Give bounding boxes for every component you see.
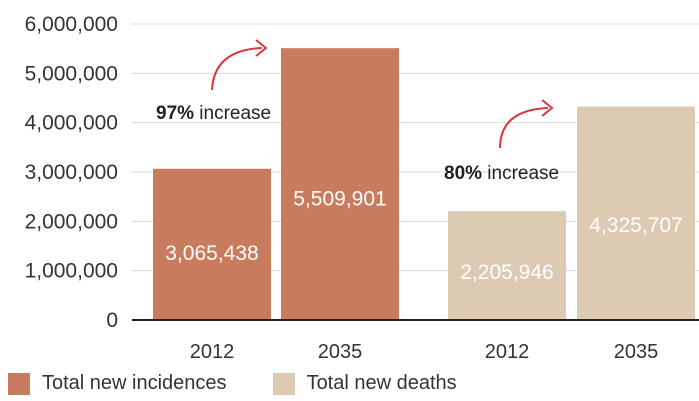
legend-swatch-deaths <box>272 372 295 395</box>
x-tick-label: 2012 <box>190 341 235 363</box>
bar-deaths-2012 <box>448 211 566 320</box>
annotation-deaths-percent: 80% <box>444 163 482 184</box>
x-tick-label: 2035 <box>614 341 659 363</box>
x-tick-label: 2035 <box>318 341 363 363</box>
annotation-incidences-percent: 97% <box>156 103 194 124</box>
legend-item-deaths: Total new deaths <box>272 372 457 395</box>
y-tick-label: 6,000,000 <box>25 13 118 36</box>
arrowhead-deaths <box>541 99 554 117</box>
annotation-incidences: 97% increase <box>156 103 271 124</box>
bar-incidences-2035 <box>281 48 399 320</box>
y-tick-label: 4,000,000 <box>25 112 118 135</box>
legend-label-incidences: Total new incidences <box>42 372 227 394</box>
y-tick-label: 5,000,000 <box>25 62 118 85</box>
bar-value-label: 3,065,438 <box>165 242 258 265</box>
legend-swatch-incidences <box>8 372 30 395</box>
bar-value-label: 2,205,946 <box>460 261 553 284</box>
legend-item-incidences: Total new incidences <box>8 372 227 395</box>
arrowhead-incidences <box>255 39 268 57</box>
bar-value-label: 5,509,901 <box>293 188 386 211</box>
x-tick-label: 2012 <box>485 341 530 363</box>
annotation-deaths-text: increase <box>482 163 559 184</box>
increase-arrow-incidences <box>211 47 263 91</box>
y-tick-label: 2,000,000 <box>25 210 118 233</box>
annotation-deaths: 80% increase <box>444 163 559 184</box>
increase-arrow-deaths <box>499 107 549 149</box>
bar-incidences-2012 <box>153 168 271 320</box>
bar-value-label: 4,325,707 <box>589 214 682 237</box>
annotation-incidences-text: increase <box>194 103 271 124</box>
y-tick-label: 0 <box>106 309 118 332</box>
legend-label-deaths: Total new deaths <box>306 372 457 394</box>
y-tick-label: 1,000,000 <box>25 260 118 283</box>
bar-deaths-2035 <box>577 106 695 321</box>
y-tick-label: 3,000,000 <box>25 161 118 184</box>
legend: Total new incidences Total new deaths <box>8 372 503 395</box>
